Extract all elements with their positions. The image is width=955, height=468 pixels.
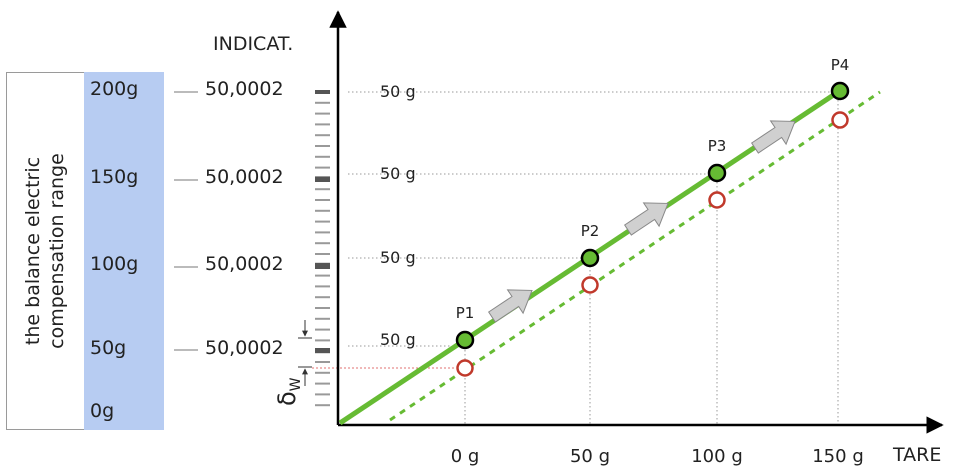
step-label-3: 50 g bbox=[380, 164, 416, 183]
capacity-label-200: 200g bbox=[90, 78, 139, 100]
indication-scale-ticks bbox=[315, 90, 330, 407]
step-label-1: 50 g bbox=[380, 330, 416, 349]
tare-tick-100: 100 g bbox=[691, 446, 743, 467]
tare-tick-50: 50 g bbox=[570, 446, 610, 467]
capacity-label-0: 0g bbox=[90, 400, 115, 422]
guide-lines bbox=[348, 91, 839, 425]
step-arrow-3 bbox=[750, 120, 796, 154]
actual-point-3 bbox=[708, 191, 726, 209]
delta-w-bracket bbox=[298, 320, 312, 386]
compensation-range-scale bbox=[84, 72, 164, 430]
point-label-p4: P4 bbox=[831, 56, 850, 74]
point-p3 bbox=[707, 163, 727, 183]
step-label-4: 50 g bbox=[380, 82, 416, 101]
step-arrows bbox=[487, 120, 796, 323]
indication-value-200: 50,0002 bbox=[205, 78, 284, 100]
point-label-p2: P2 bbox=[581, 222, 600, 240]
point-label-p1: P1 bbox=[456, 304, 475, 322]
ideal-points bbox=[455, 81, 850, 350]
step-arrow-2 bbox=[623, 202, 669, 236]
indication-value-100: 50,0002 bbox=[205, 253, 284, 275]
actual-point-1 bbox=[456, 359, 474, 377]
tare-tick-0: 0 g bbox=[451, 446, 480, 467]
point-p2 bbox=[580, 248, 600, 268]
indication-value-50: 50,0002 bbox=[205, 337, 284, 359]
actual-point-2 bbox=[581, 276, 599, 294]
point-p4 bbox=[830, 81, 850, 101]
point-p1 bbox=[455, 330, 475, 350]
capacity-label-50: 50g bbox=[90, 337, 127, 359]
capacity-label-150: 150g bbox=[90, 166, 139, 188]
actual-point-4 bbox=[831, 111, 849, 129]
capacity-leaders bbox=[174, 91, 198, 351]
step-label-2: 50 g bbox=[380, 248, 416, 267]
indication-value-150: 50,0002 bbox=[205, 166, 284, 188]
step-arrow-1 bbox=[487, 289, 533, 323]
tare-tick-150: 150 g bbox=[812, 446, 864, 467]
x-axis-label: TARE bbox=[892, 444, 941, 466]
actual-points bbox=[456, 111, 849, 377]
delta-w-symbol: δW bbox=[273, 377, 304, 406]
point-label-p3: P3 bbox=[708, 137, 727, 155]
capacity-label-100: 100g bbox=[90, 253, 139, 275]
y-axis-label: INDICAT. bbox=[213, 33, 293, 55]
